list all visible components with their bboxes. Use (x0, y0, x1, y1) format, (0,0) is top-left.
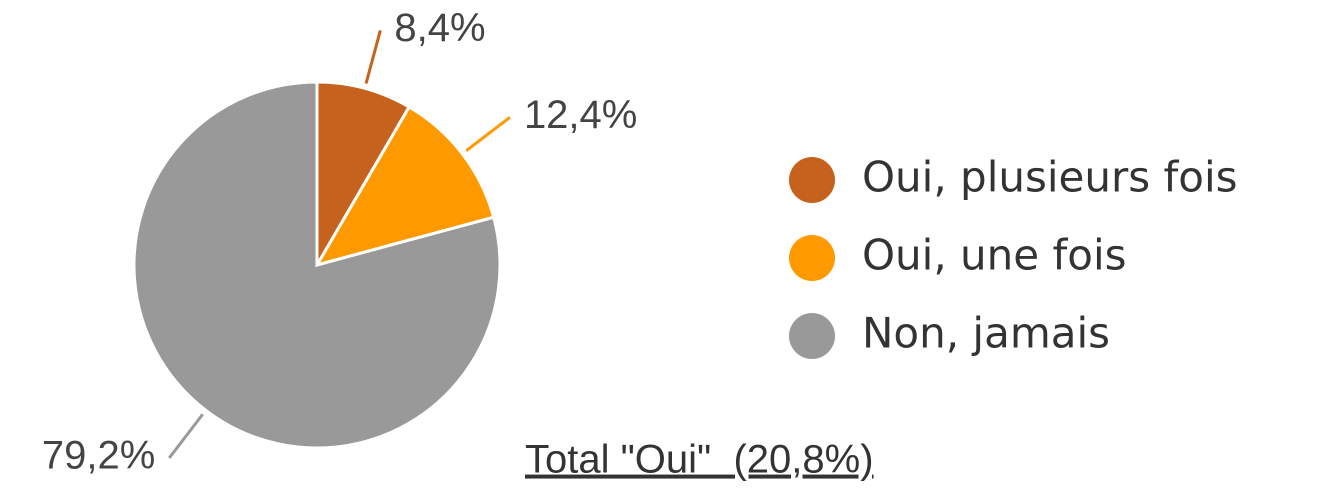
value-label: 12,4% (524, 93, 637, 137)
pie-slice (313, 104, 496, 268)
annotation: Total "Oui" (20,8%) (525, 438, 874, 482)
value-label: 79,2% (42, 434, 155, 478)
legend-label: Non, jamais (862, 309, 1110, 358)
legend-label: Oui, plusieurs fois (862, 153, 1238, 202)
legend-swatch (789, 313, 835, 359)
pie-slice (132, 80, 502, 450)
value-label: 8,4% (394, 6, 485, 50)
legend-swatch (789, 157, 835, 203)
legend-swatch (789, 235, 835, 281)
legend-label: Oui, une fois (862, 231, 1127, 280)
leader-line (168, 413, 204, 459)
leader-line (364, 30, 382, 84)
pie-slice (315, 80, 412, 271)
leader-line (465, 116, 511, 152)
